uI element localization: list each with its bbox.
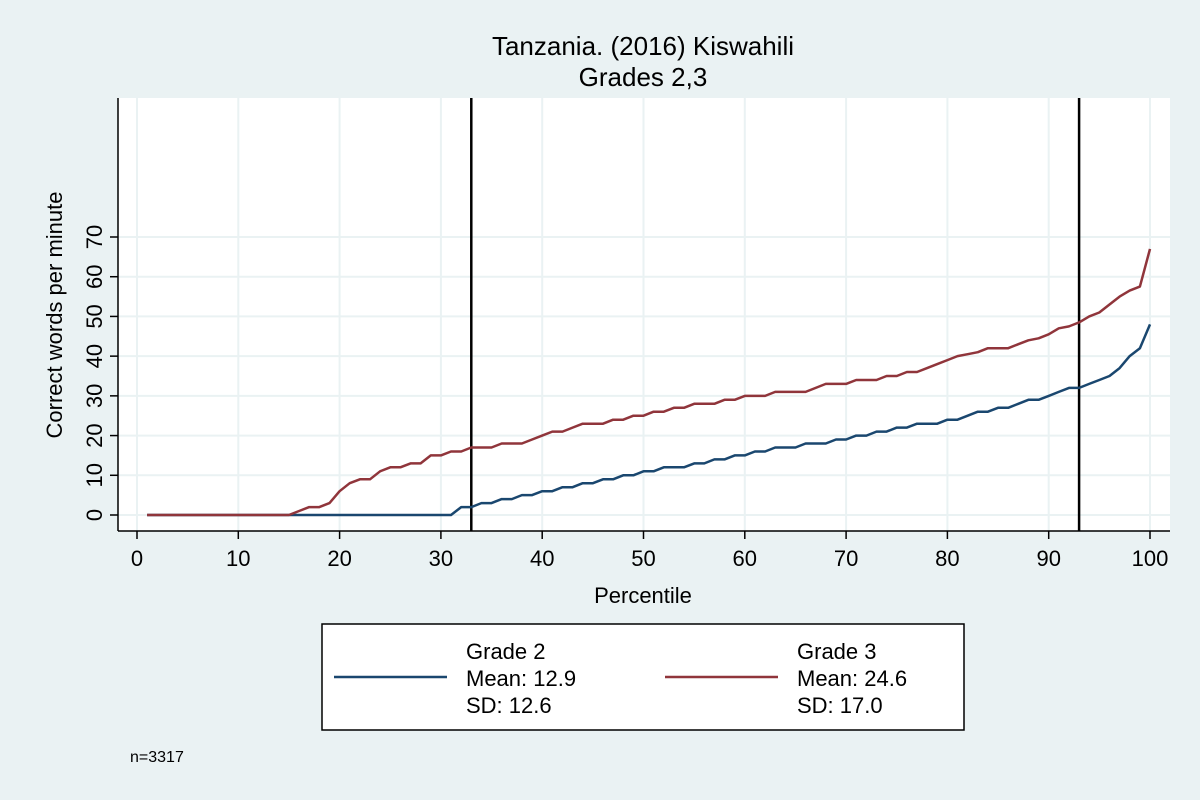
x-tick-label: 70	[834, 546, 858, 571]
y-tick-label: 0	[82, 509, 107, 521]
series-line-grade-3	[147, 248, 1152, 517]
y-axis-title: Correct words per minute	[42, 192, 67, 439]
y-tick-label: 30	[82, 384, 107, 408]
chart-subtitle: Grades 2,3	[579, 62, 708, 92]
legend-mean-grade-3: Mean: 24.6	[797, 666, 907, 691]
y-tick-label: 60	[82, 264, 107, 288]
legend-sd-grade-3: SD: 17.0	[797, 693, 883, 718]
legend: Grade 2 Mean: 12.9 SD: 12.6 Grade 3 Mean…	[321, 623, 965, 731]
x-tick-label: 10	[226, 546, 250, 571]
x-axis-title: Percentile	[594, 583, 692, 608]
chart-title: Tanzania. (2016) Kiswahili	[492, 31, 794, 61]
y-tick-label: 20	[82, 423, 107, 447]
reference-lines	[470, 98, 1081, 531]
x-tick-label: 0	[131, 546, 143, 571]
x-tick-label: 30	[429, 546, 453, 571]
y-axis-ticks: 0 10 20 30 40 50 60 70	[82, 225, 118, 521]
x-tick-label: 20	[327, 546, 351, 571]
series-line-grade-2	[147, 323, 1152, 517]
legend-label-grade-3: Grade 3	[797, 639, 877, 664]
x-tick-label: 40	[530, 546, 554, 571]
y-tick-label: 70	[82, 225, 107, 249]
x-tick-label: 100	[1132, 546, 1169, 571]
legend-sd-grade-2: SD: 12.6	[466, 693, 552, 718]
x-tick-label: 90	[1036, 546, 1060, 571]
x-tick-label: 60	[733, 546, 757, 571]
legend-label-grade-2: Grade 2	[466, 639, 546, 664]
sample-size-note: n=3317	[130, 749, 184, 766]
legend-mean-grade-2: Mean: 12.9	[466, 666, 576, 691]
y-tick-label: 40	[82, 344, 107, 368]
x-tick-label: 50	[631, 546, 655, 571]
grid-lines	[118, 98, 1170, 531]
y-tick-label: 50	[82, 304, 107, 328]
series-lines	[147, 248, 1152, 517]
x-tick-label: 80	[935, 546, 959, 571]
y-tick-label: 10	[82, 463, 107, 487]
x-axis-ticks: 0 10 20 30 40 50 60 70 80 90 100	[131, 531, 1168, 571]
